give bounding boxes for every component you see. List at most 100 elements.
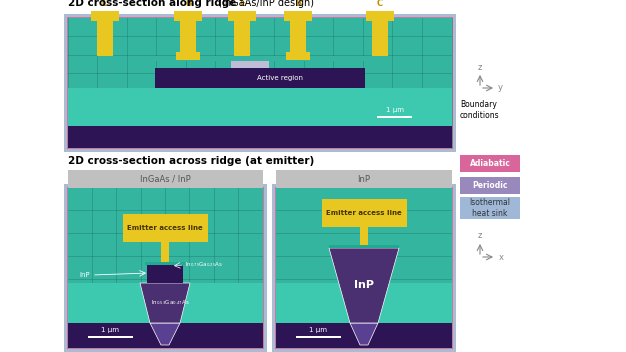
Bar: [155, 68, 365, 88]
Bar: [275, 187, 453, 349]
Bar: [460, 155, 520, 172]
Bar: [214, 188, 215, 348]
Bar: [92, 188, 93, 348]
Polygon shape: [140, 283, 190, 323]
Text: z: z: [478, 63, 482, 72]
Polygon shape: [350, 323, 378, 345]
Text: InP: InP: [354, 281, 374, 290]
Bar: [97, 21, 113, 56]
Bar: [68, 36, 452, 37]
Bar: [276, 256, 452, 257]
Text: $\mathrm{In_{0.53}Ga_{0.47}As}$: $\mathrm{In_{0.53}Ga_{0.47}As}$: [151, 298, 189, 307]
Bar: [97, 18, 98, 148]
Bar: [145, 262, 185, 265]
Bar: [304, 18, 305, 148]
Bar: [68, 55, 452, 56]
Bar: [68, 302, 263, 303]
Bar: [329, 245, 399, 248]
Polygon shape: [150, 323, 180, 345]
Bar: [276, 170, 452, 188]
Text: Emitter access line: Emitter access line: [127, 225, 203, 231]
Bar: [186, 18, 187, 148]
Bar: [67, 187, 264, 349]
Text: B: B: [185, 0, 191, 8]
Bar: [68, 233, 263, 234]
Bar: [64, 14, 456, 152]
Bar: [68, 256, 263, 257]
Bar: [68, 283, 263, 323]
Text: Adiabatic: Adiabatic: [470, 159, 510, 169]
Text: E: E: [239, 0, 245, 8]
Bar: [276, 233, 452, 234]
Bar: [68, 18, 452, 148]
Bar: [274, 18, 275, 148]
Bar: [377, 116, 412, 118]
Bar: [372, 21, 388, 56]
Text: Periodic: Periodic: [472, 182, 508, 190]
Bar: [276, 210, 452, 211]
Bar: [176, 52, 200, 60]
Bar: [68, 92, 452, 93]
Text: 1 µm: 1 µm: [309, 327, 327, 333]
Bar: [422, 18, 423, 148]
Polygon shape: [329, 248, 399, 323]
Bar: [275, 188, 277, 348]
Bar: [322, 199, 407, 227]
Text: InGaAs / InP: InGaAs / InP: [140, 175, 191, 183]
Bar: [234, 21, 250, 56]
Bar: [215, 18, 216, 148]
Bar: [366, 11, 394, 21]
Bar: [284, 11, 312, 21]
Text: Active region: Active region: [257, 75, 303, 81]
Bar: [180, 21, 196, 56]
Bar: [155, 56, 365, 61]
Bar: [276, 188, 452, 348]
Text: 1 µm: 1 µm: [101, 327, 119, 333]
Text: z: z: [478, 231, 482, 240]
Text: C: C: [102, 0, 108, 8]
Bar: [68, 88, 452, 126]
Bar: [126, 18, 128, 148]
Bar: [64, 184, 267, 352]
Bar: [286, 52, 310, 60]
Bar: [228, 11, 256, 21]
Text: 2D cross-section along ridge: 2D cross-section along ridge: [68, 0, 237, 8]
Text: Boundary
conditions: Boundary conditions: [460, 100, 500, 120]
Bar: [68, 147, 452, 149]
Bar: [68, 73, 452, 74]
Bar: [276, 325, 452, 326]
Bar: [360, 227, 368, 245]
Bar: [68, 188, 263, 348]
Bar: [68, 210, 263, 211]
Bar: [116, 188, 117, 348]
Bar: [290, 21, 306, 56]
Bar: [67, 17, 453, 149]
Bar: [68, 323, 263, 348]
Bar: [320, 188, 321, 348]
Text: 1 µm: 1 µm: [386, 107, 404, 113]
Text: C: C: [377, 0, 383, 8]
Text: x: x: [499, 252, 504, 262]
Bar: [174, 11, 202, 21]
Bar: [451, 18, 453, 148]
Bar: [123, 214, 208, 242]
Bar: [68, 325, 263, 326]
Bar: [276, 302, 452, 303]
Bar: [451, 188, 453, 348]
Text: Emitter access line: Emitter access line: [326, 210, 402, 216]
Bar: [363, 18, 364, 148]
Bar: [68, 129, 452, 130]
Bar: [296, 336, 341, 338]
Bar: [165, 188, 166, 348]
Bar: [460, 177, 520, 194]
Bar: [68, 170, 263, 188]
Bar: [276, 279, 452, 280]
Bar: [297, 188, 299, 348]
Bar: [429, 188, 431, 348]
Bar: [88, 336, 133, 338]
Bar: [276, 323, 452, 348]
Text: Isothermal
heat sink: Isothermal heat sink: [470, 198, 510, 218]
Bar: [272, 184, 456, 352]
Text: $\mathrm{In_{0.75}Ga_{0.25}As}$: $\mathrm{In_{0.75}Ga_{0.25}As}$: [185, 260, 223, 269]
Bar: [231, 61, 269, 68]
